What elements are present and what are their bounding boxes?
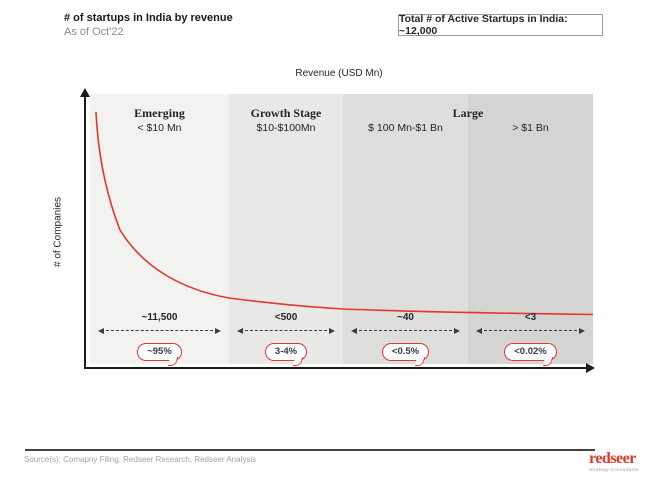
decay-curve — [95, 111, 594, 316]
count-emerging: ~11,500 — [141, 312, 178, 323]
arrowhead-right-icon — [215, 327, 221, 334]
dashed-line — [245, 330, 327, 331]
share-bubble-over-1bn: <0.02% — [504, 343, 557, 361]
arrowhead-left-icon — [98, 327, 104, 334]
share-callout-row: 3-4% — [229, 341, 343, 361]
count-growth-stage: <500 — [274, 312, 298, 323]
x-axis-title: Revenue (USD Mn) — [295, 68, 383, 79]
range-label-100mn-1bn: $ 100 Mn-$1 Bn — [368, 122, 443, 134]
share-bubble-100mn-1bn: <0.5% — [381, 343, 430, 361]
range-label-growth-stage: $10-$100Mn — [256, 122, 316, 134]
total-startups-callout: Total # of Active Startups in India: ~12… — [398, 13, 603, 37]
segment-band-growth-stage — [229, 94, 343, 364]
span-arrow-growth-stage — [237, 326, 335, 335]
y-axis-line — [84, 96, 86, 368]
range-label-emerging: < $10 Mn — [137, 122, 182, 134]
stage-label-growth-stage: Growth Stage — [250, 106, 322, 120]
share-callout-row: <0.02% — [468, 341, 593, 361]
count-100mn-1bn: ~40 — [397, 312, 414, 323]
footer-divider — [25, 449, 595, 451]
source-note: Source(s): Comapny Filing, Redseer Resea… — [24, 455, 257, 464]
range-label-over-1bn: > $1 Bn — [512, 122, 549, 134]
dashed-line — [484, 330, 577, 331]
redseer-logo-wordmark: redseer — [589, 450, 636, 467]
arrowhead-right-icon — [579, 327, 585, 334]
x-axis-line — [84, 367, 587, 369]
segment-band-large-100mn-1bn — [343, 94, 468, 364]
x-axis-arrowhead-icon — [586, 363, 595, 373]
share-callout-row: ~95% — [90, 341, 229, 361]
span-arrow-100mn-1bn — [351, 326, 460, 335]
arrowhead-left-icon — [237, 327, 243, 334]
stage-label-large: Large — [452, 106, 484, 120]
arrowhead-left-icon — [476, 327, 482, 334]
y-axis-title: # of Companies — [52, 196, 64, 268]
as-of-date: As of Oct'22 — [64, 26, 124, 38]
share-bubble-growth-stage: 3-4% — [264, 343, 308, 361]
arrowhead-left-icon — [351, 327, 357, 334]
count-over-1bn: <3 — [524, 312, 537, 323]
dashed-line — [359, 330, 452, 331]
share-callout-row: <0.5% — [343, 341, 468, 361]
segment-band-large-over-1bn — [468, 94, 593, 364]
y-axis-arrowhead-icon — [80, 88, 90, 97]
redseer-logo: redseer Strategy Consultants — [589, 451, 639, 473]
stage-label-emerging: Emerging — [134, 106, 185, 120]
share-bubble-emerging: ~95% — [137, 343, 182, 361]
span-arrow-emerging — [98, 326, 221, 335]
arrowhead-right-icon — [329, 327, 335, 334]
segment-band-emerging — [90, 94, 229, 364]
dashed-line — [106, 330, 213, 331]
span-arrow-over-1bn — [476, 326, 585, 335]
page-title: # of startups in India by revenue — [64, 12, 233, 24]
redseer-logo-tagline: Strategy Consultants — [589, 467, 639, 472]
arrowhead-right-icon — [454, 327, 460, 334]
